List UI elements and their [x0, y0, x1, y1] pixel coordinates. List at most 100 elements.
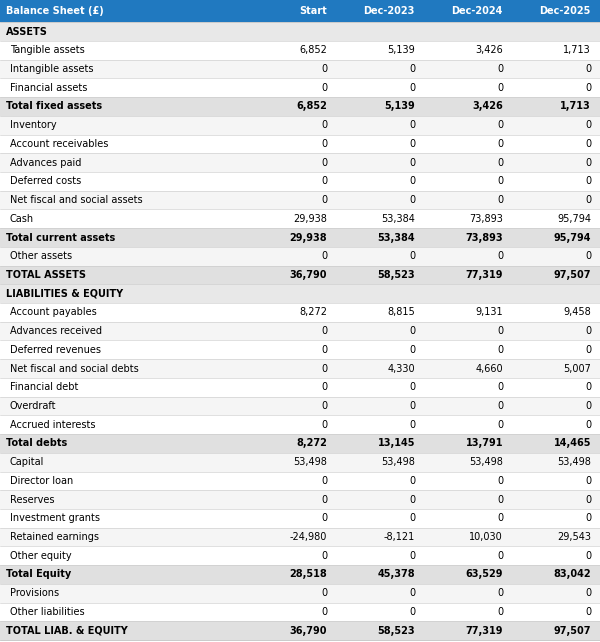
Text: 9,458: 9,458 [563, 308, 591, 317]
Text: 0: 0 [585, 251, 591, 261]
Text: 0: 0 [585, 326, 591, 336]
Text: 0: 0 [497, 251, 503, 261]
Text: 1,713: 1,713 [563, 46, 591, 55]
Bar [0, 247, 600, 266]
Text: 0: 0 [409, 476, 415, 486]
Text: 0: 0 [497, 551, 503, 560]
Text: 53,498: 53,498 [293, 457, 327, 467]
Text: Retained earnings: Retained earnings [10, 532, 99, 542]
Text: Total debts: Total debts [6, 438, 67, 448]
Text: 0: 0 [497, 588, 503, 598]
Text: 95,794: 95,794 [554, 232, 591, 243]
Bar [0, 359, 600, 378]
Bar [0, 228, 600, 247]
Bar [0, 621, 600, 640]
Text: 3,426: 3,426 [475, 46, 503, 55]
Text: 0: 0 [409, 83, 415, 93]
Text: 0: 0 [409, 607, 415, 617]
Text: Deferred revenues: Deferred revenues [10, 345, 101, 355]
Text: 0: 0 [321, 494, 327, 505]
Text: Financial debt: Financial debt [10, 382, 79, 392]
Bar [0, 415, 600, 434]
Text: Dec-2024: Dec-2024 [452, 6, 503, 16]
Text: 0: 0 [321, 64, 327, 74]
Text: 0: 0 [321, 607, 327, 617]
Text: 0: 0 [585, 494, 591, 505]
Text: 8,272: 8,272 [299, 308, 327, 317]
Text: 95,794: 95,794 [557, 214, 591, 224]
Text: Capital: Capital [10, 457, 44, 467]
Text: 6,852: 6,852 [296, 101, 327, 112]
Text: 5,139: 5,139 [384, 101, 415, 112]
Text: Cash: Cash [10, 214, 34, 224]
Text: 0: 0 [321, 401, 327, 411]
Text: 0: 0 [321, 120, 327, 130]
Bar [0, 397, 600, 415]
Text: 0: 0 [409, 551, 415, 560]
Text: Net fiscal and social debts: Net fiscal and social debts [10, 363, 139, 374]
Text: 0: 0 [321, 551, 327, 560]
Bar [0, 60, 600, 78]
Text: 53,498: 53,498 [381, 457, 415, 467]
Text: 45,378: 45,378 [377, 569, 415, 580]
Text: Tangible assets: Tangible assets [10, 46, 85, 55]
Text: 0: 0 [585, 514, 591, 523]
Text: 58,523: 58,523 [377, 625, 415, 636]
Text: Account payables: Account payables [10, 308, 97, 317]
Text: Account receivables: Account receivables [10, 139, 109, 149]
Text: 0: 0 [585, 551, 591, 560]
Text: 13,145: 13,145 [377, 438, 415, 448]
Text: -24,980: -24,980 [290, 532, 327, 542]
Bar [0, 434, 600, 453]
Text: 0: 0 [321, 476, 327, 486]
Text: 36,790: 36,790 [290, 625, 327, 636]
Text: 0: 0 [409, 494, 415, 505]
Bar [0, 153, 600, 172]
Text: 0: 0 [585, 420, 591, 429]
Text: 0: 0 [497, 607, 503, 617]
Text: Total fixed assets: Total fixed assets [6, 101, 102, 112]
Bar [0, 453, 600, 471]
Bar [0, 191, 600, 209]
Bar [0, 471, 600, 490]
Text: LIABILITIES & EQUITY: LIABILITIES & EQUITY [6, 289, 123, 299]
Text: 0: 0 [497, 401, 503, 411]
Text: 0: 0 [321, 514, 327, 523]
Text: Balance Sheet (£): Balance Sheet (£) [6, 6, 104, 16]
Text: Overdraft: Overdraft [10, 401, 56, 411]
Text: 0: 0 [497, 514, 503, 523]
Text: 0: 0 [497, 476, 503, 486]
Text: 0: 0 [409, 120, 415, 130]
Text: 0: 0 [497, 382, 503, 392]
Text: 0: 0 [409, 139, 415, 149]
Text: 0: 0 [497, 195, 503, 205]
Text: Other equity: Other equity [10, 551, 71, 560]
Text: 8,272: 8,272 [296, 438, 327, 448]
Text: 53,384: 53,384 [381, 214, 415, 224]
Text: 5,007: 5,007 [563, 363, 591, 374]
Text: 97,507: 97,507 [554, 625, 591, 636]
Text: 0: 0 [585, 401, 591, 411]
Text: 0: 0 [409, 158, 415, 168]
Text: 8,815: 8,815 [387, 308, 415, 317]
Bar [0, 284, 600, 303]
Text: 0: 0 [321, 139, 327, 149]
Text: 53,498: 53,498 [469, 457, 503, 467]
Text: TOTAL ASSETS: TOTAL ASSETS [6, 270, 86, 280]
Text: 0: 0 [585, 345, 591, 355]
Bar [0, 378, 600, 397]
Text: 0: 0 [497, 64, 503, 74]
Text: 0: 0 [497, 420, 503, 429]
Text: 3,426: 3,426 [472, 101, 503, 112]
Bar [0, 322, 600, 340]
Text: 83,042: 83,042 [553, 569, 591, 580]
Text: Other assets: Other assets [10, 251, 72, 261]
Text: 73,893: 73,893 [469, 214, 503, 224]
Text: Net fiscal and social assets: Net fiscal and social assets [10, 195, 143, 205]
Text: 73,893: 73,893 [466, 232, 503, 243]
Text: Accrued interests: Accrued interests [10, 420, 95, 429]
Text: 0: 0 [585, 476, 591, 486]
Text: Provisions: Provisions [10, 588, 59, 598]
Text: Start: Start [299, 6, 327, 16]
Text: 58,523: 58,523 [377, 270, 415, 280]
